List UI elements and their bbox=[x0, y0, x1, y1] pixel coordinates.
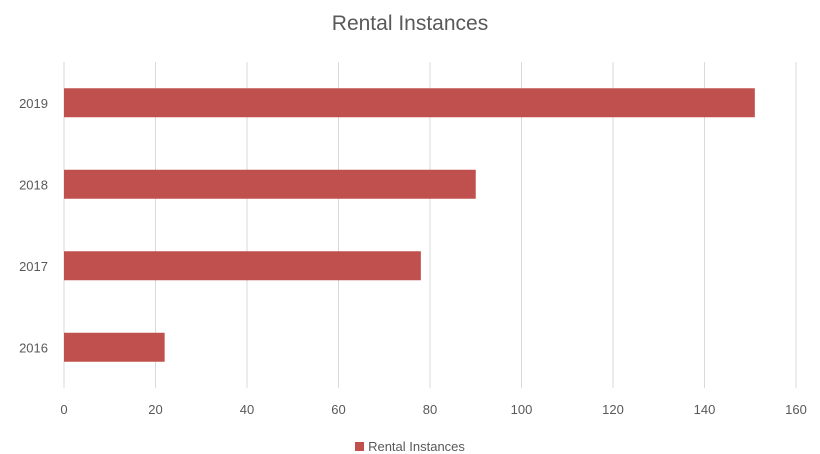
y-tick-label: 2018 bbox=[19, 177, 48, 192]
chart-title: Rental Instances bbox=[331, 12, 489, 35]
legend: Rental Instances bbox=[0, 439, 820, 454]
y-tick-label: 2016 bbox=[19, 340, 48, 355]
bar-2017 bbox=[64, 251, 421, 281]
y-tick-label: 2019 bbox=[19, 96, 48, 111]
legend-label: Rental Instances bbox=[368, 439, 465, 454]
x-tick-label: 80 bbox=[423, 402, 437, 417]
bar-2016 bbox=[64, 332, 165, 362]
x-tick-label: 160 bbox=[785, 402, 807, 417]
bar-2019 bbox=[64, 88, 755, 118]
legend-swatch bbox=[355, 442, 365, 451]
x-tick-label: 40 bbox=[240, 402, 254, 417]
x-tick-label: 100 bbox=[511, 402, 533, 417]
bar-2018 bbox=[64, 169, 476, 199]
x-tick-label: 60 bbox=[331, 402, 345, 417]
x-tick-label: 20 bbox=[148, 402, 162, 417]
x-tick-label: 0 bbox=[60, 402, 67, 417]
x-tick-label: 120 bbox=[602, 402, 624, 417]
y-tick-label: 2017 bbox=[19, 259, 48, 274]
x-tick-label: 140 bbox=[694, 402, 716, 417]
